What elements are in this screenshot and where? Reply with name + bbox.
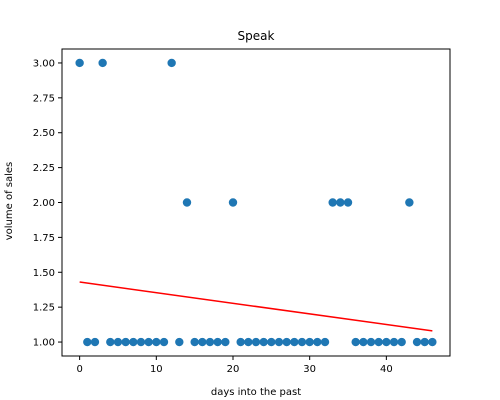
data-point — [374, 337, 383, 347]
data-point — [382, 337, 391, 347]
data-point — [267, 337, 276, 347]
data-point — [412, 337, 422, 347]
data-point — [175, 337, 184, 347]
y-tick-label: 1.50 — [33, 268, 55, 279]
x-tick-label: 0 — [76, 364, 82, 375]
data-point — [198, 337, 207, 347]
data-point — [328, 198, 337, 207]
data-point — [244, 337, 253, 347]
data-point — [129, 337, 138, 347]
data-point — [428, 337, 437, 347]
x-axis: 0 10 20 30 40 — [76, 356, 393, 375]
data-point — [351, 337, 360, 347]
data-point — [389, 337, 399, 347]
data-point — [305, 337, 314, 347]
data-point — [106, 337, 115, 347]
data-point — [75, 58, 84, 68]
plot-area — [61, 48, 451, 357]
data-point — [336, 198, 345, 207]
y-axis: 1.00 1.25 1.50 1.75 2.00 2.25 2.50 2.75 3.00 — [33, 58, 62, 349]
data-point — [98, 58, 107, 68]
data-point — [397, 337, 406, 347]
x-axis-label: days into the past — [211, 387, 301, 398]
data-point — [136, 337, 146, 347]
data-point — [290, 337, 299, 347]
data-point — [90, 337, 100, 347]
data-point — [282, 337, 291, 347]
data-point — [144, 337, 153, 347]
y-tick-label: 2.75 — [33, 93, 55, 104]
data-point — [320, 337, 330, 347]
data-point — [83, 337, 92, 347]
y-tick-label: 2.25 — [33, 163, 55, 174]
data-point — [274, 337, 284, 347]
y-tick-label: 2.50 — [33, 128, 55, 139]
y-tick-label: 2.00 — [33, 198, 55, 209]
data-point — [259, 337, 268, 347]
y-tick-label: 1.75 — [33, 233, 55, 244]
data-point — [228, 198, 238, 207]
data-point — [297, 337, 307, 347]
trend-line — [79, 281, 433, 332]
data-point — [251, 337, 261, 347]
data-point — [236, 337, 245, 347]
data-point — [420, 337, 429, 347]
y-axis-label: volume of sales — [4, 162, 15, 241]
data-point — [159, 337, 169, 347]
data-point — [213, 337, 222, 347]
data-point — [343, 198, 353, 207]
data-point — [152, 337, 161, 347]
data-point — [113, 337, 123, 347]
data-point — [190, 337, 199, 347]
x-tick-label: 30 — [303, 364, 316, 375]
y-tick-label: 3.00 — [33, 58, 55, 69]
x-tick-label: 40 — [380, 364, 393, 375]
data-point — [167, 58, 176, 68]
y-tick-label: 1.25 — [33, 303, 55, 314]
y-tick-label: 1.00 — [33, 338, 55, 349]
chart-title: Speak — [238, 29, 275, 43]
data-point — [121, 337, 130, 347]
data-point — [205, 337, 215, 347]
data-point — [359, 337, 368, 347]
x-tick-label: 10 — [150, 364, 163, 375]
x-tick-label: 20 — [227, 364, 240, 375]
data-point — [366, 337, 376, 347]
data-point — [221, 337, 230, 347]
data-point — [182, 198, 192, 207]
data-point — [405, 198, 414, 207]
data-point — [313, 337, 322, 347]
